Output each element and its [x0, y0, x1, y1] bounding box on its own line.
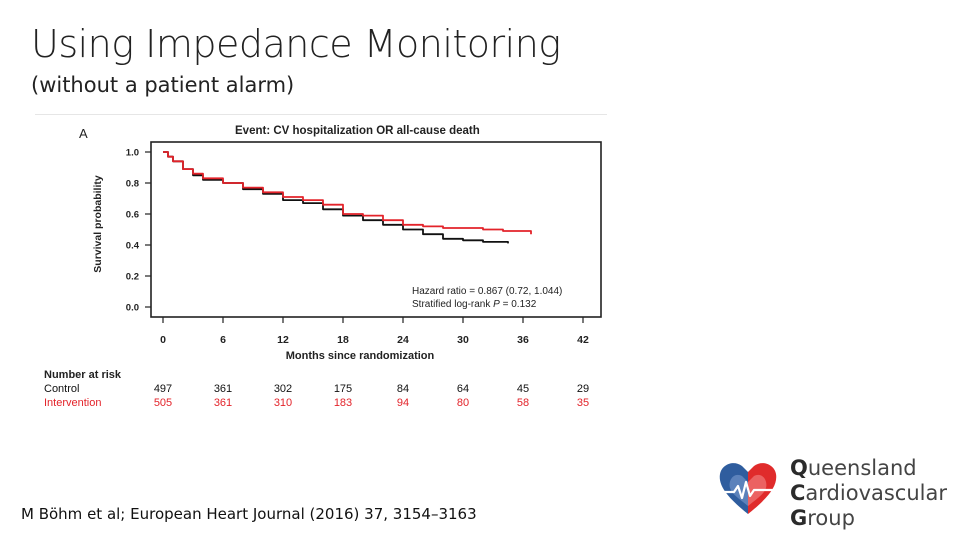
x-tick-label: 30 [457, 334, 469, 346]
risk-cell: 29 [577, 383, 589, 395]
risk-row-label: Intervention [44, 397, 101, 409]
logo-line-2: Cardiovascular [790, 481, 947, 506]
risk-cell: 505 [154, 397, 172, 409]
logo-line-3: Group [790, 506, 947, 531]
risk-cell: 361 [214, 397, 232, 409]
x-axis-label: Months since randomization [286, 350, 435, 362]
survival-curves [163, 151, 532, 244]
y-axis: 0.0 0.2 0.4 0.6 0.8 1.0 [126, 148, 151, 314]
kaplan-meier-chart: A Event: CV hospitalization OR all-cause… [44, 125, 602, 409]
survival-curve-control [163, 151, 509, 244]
risk-table: Control 497 361 302 175 84 64 45 29 Intervention 5… [44, 383, 589, 409]
logrank-suffix: = 0.132 [500, 299, 537, 310]
hazard-ratio-annotation: Hazard ratio = 0.867 (0.72, 1.044) [412, 286, 562, 297]
x-tick-label: 0 [160, 334, 166, 346]
y-tick-label: 0.4 [126, 241, 140, 252]
heart-logo-icon [719, 463, 777, 514]
risk-cell: 497 [154, 383, 172, 395]
x-axis: 0 6 12 18 24 30 36 42 [160, 317, 589, 346]
slide-title: Using Impedance Monitoring [31, 22, 561, 66]
risk-cell: 310 [274, 397, 292, 409]
risk-cell: 80 [457, 397, 469, 409]
kaplan-meier-figure: A Event: CV hospitalization OR all-cause… [35, 112, 610, 417]
x-tick-label: 42 [577, 334, 589, 346]
risk-cell: 58 [517, 397, 529, 409]
logrank-annotation: Stratified log-rank P = 0.132 [412, 299, 537, 310]
y-tick-label: 0.0 [126, 303, 139, 314]
x-tick-label: 36 [517, 334, 529, 346]
y-tick-label: 1.0 [126, 148, 139, 159]
survival-curve-intervention [163, 151, 532, 235]
y-tick-label: 0.8 [126, 179, 139, 190]
plot-frame [150, 141, 602, 318]
organization-logo: Queensland Cardiovascular Group [716, 456, 956, 536]
logo-line-1: Queensland [790, 456, 947, 481]
logo-initial: C [790, 481, 806, 505]
logo-rest: ardiovascular [805, 481, 947, 505]
x-tick-label: 24 [397, 334, 409, 346]
slide-subtitle: (without a patient alarm) [31, 73, 295, 97]
logo-initial: G [790, 506, 808, 530]
risk-cell: 94 [397, 397, 409, 409]
logo-rest: roup [807, 506, 855, 530]
risk-table-header: Number at risk [44, 369, 122, 381]
logrank-p: P [493, 299, 500, 310]
risk-cell: 183 [334, 397, 352, 409]
y-tick-label: 0.2 [126, 272, 139, 283]
risk-cell: 64 [457, 383, 469, 395]
logo-wordmark: Queensland Cardiovascular Group [790, 456, 947, 531]
panel-label: A [79, 126, 88, 141]
x-tick-label: 12 [277, 334, 289, 346]
risk-cell: 302 [274, 383, 292, 395]
risk-cell: 175 [334, 383, 352, 395]
risk-cell: 361 [214, 383, 232, 395]
logo-rest: ueensland [807, 456, 917, 480]
y-axis-label: Survival probability [92, 175, 104, 273]
logrank-prefix: Stratified log-rank [412, 299, 493, 310]
x-tick-label: 18 [337, 334, 349, 346]
y-tick-label: 0.6 [126, 210, 139, 221]
x-tick-label: 6 [220, 334, 226, 346]
citation: M Böhm et al; European Heart Journal (20… [21, 505, 477, 523]
risk-cell: 35 [577, 397, 589, 409]
risk-cell: 45 [517, 383, 529, 395]
logo-initial: Q [790, 456, 808, 480]
risk-row-label: Control [44, 383, 79, 395]
risk-cell: 84 [397, 383, 409, 395]
chart-title: Event: CV hospitalization OR all-cause d… [235, 125, 480, 137]
